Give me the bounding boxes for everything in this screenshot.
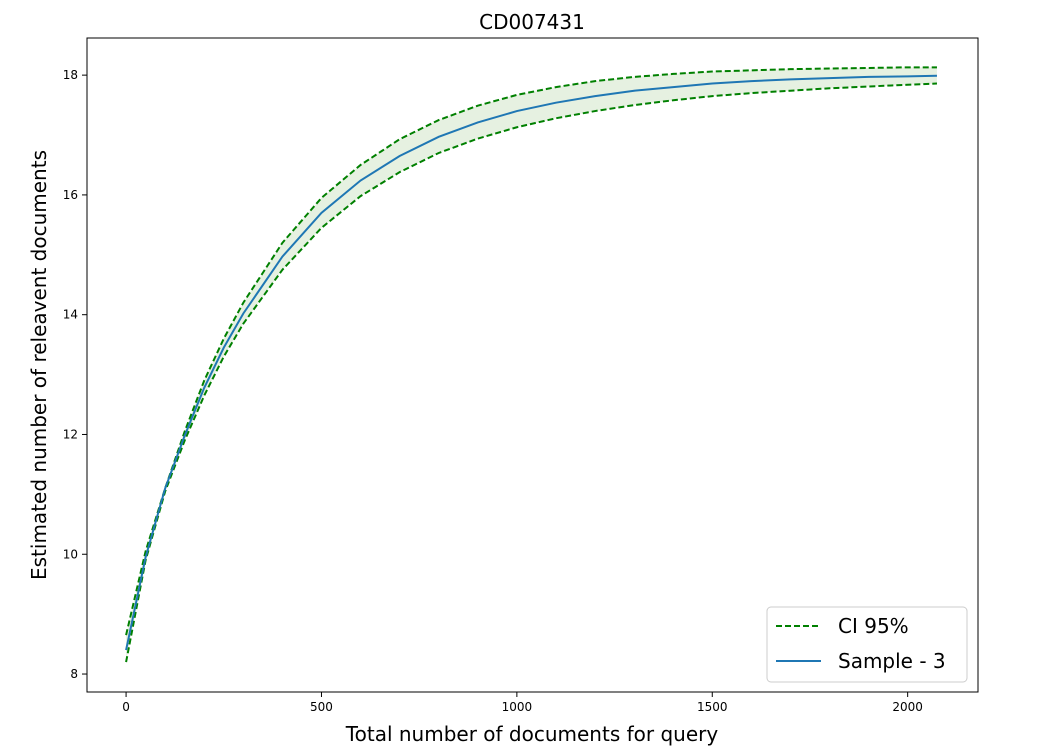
y-tick-label: 10	[63, 547, 78, 561]
x-tick-label: 0	[122, 700, 130, 714]
legend-ci-label: CI 95%	[838, 614, 909, 638]
y-axis-label: Estimated number of releavent documents	[27, 150, 51, 580]
ci-upper-line	[125, 66, 937, 636]
y-tick-label: 14	[63, 308, 78, 322]
y-tick-label: 8	[70, 667, 78, 681]
y-tick-label: 16	[63, 188, 78, 202]
x-tick-label: 2000	[892, 700, 923, 714]
legend-sample-label: Sample - 3	[838, 649, 946, 673]
x-tick-label: 1000	[502, 700, 533, 714]
x-axis-label: Total number of documents for query	[345, 722, 719, 746]
ticks: 0 500 1000 1500 2000 8 10 12 14 16 18	[63, 68, 923, 714]
legend: CI 95% Sample - 3	[766, 606, 968, 683]
x-tick-label: 500	[310, 700, 333, 714]
y-tick-label: 12	[63, 427, 78, 441]
sample-line	[125, 74, 937, 651]
y-tick-label: 18	[63, 68, 78, 82]
ci-lower-line	[125, 82, 938, 663]
axes-frame	[86, 37, 979, 693]
plot-area	[125, 66, 938, 663]
ci-band	[126, 67, 937, 663]
x-tick-label: 1500	[697, 700, 728, 714]
chart-title: CD007431	[479, 10, 585, 34]
